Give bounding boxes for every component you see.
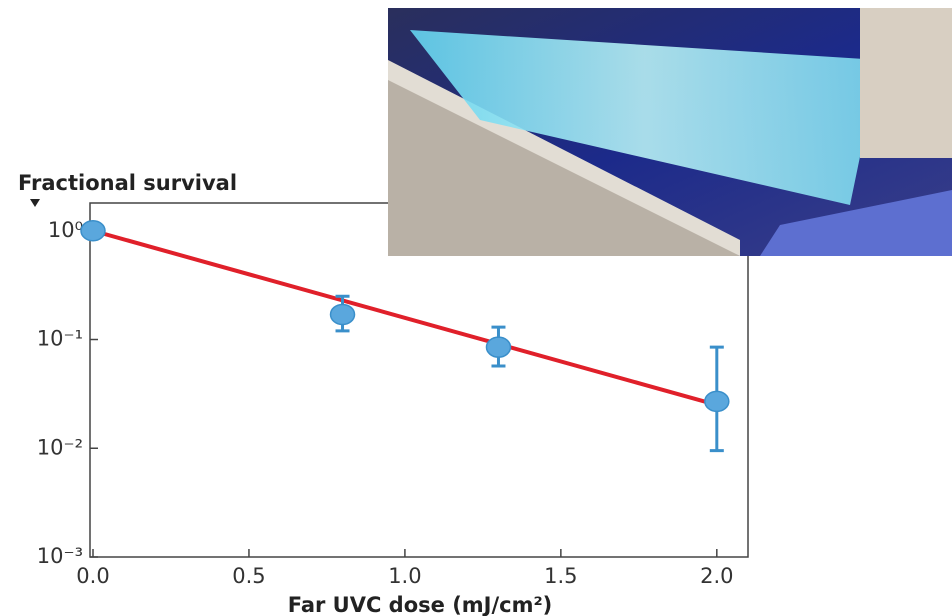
fit-line xyxy=(93,231,717,405)
y-tick-label: 10⁻¹ xyxy=(37,327,83,351)
data-point xyxy=(486,337,510,357)
x-tick-label: 1.5 xyxy=(544,564,577,588)
y-axis-title: Fractional survival xyxy=(18,171,237,195)
x-tick-label: 0.5 xyxy=(232,564,265,588)
y-tick-label: 10⁰ xyxy=(48,218,83,242)
axis-marker xyxy=(30,199,40,207)
photo-wall xyxy=(860,8,952,158)
data-point xyxy=(705,391,729,411)
y-tick-label: 10⁻² xyxy=(37,435,83,459)
data-point xyxy=(331,304,355,324)
x-axis-title: Far UVC dose (mJ/cm²) xyxy=(288,593,553,616)
photo-inset xyxy=(388,8,952,256)
x-tick-label: 2.0 xyxy=(700,564,733,588)
x-tick-label: 1.0 xyxy=(388,564,421,588)
y-tick-label: 10⁻³ xyxy=(37,544,83,568)
data-point xyxy=(81,221,105,241)
chart: 0.00.51.01.52.010⁰10⁻¹10⁻²10⁻³ Fractiona… xyxy=(0,0,952,616)
